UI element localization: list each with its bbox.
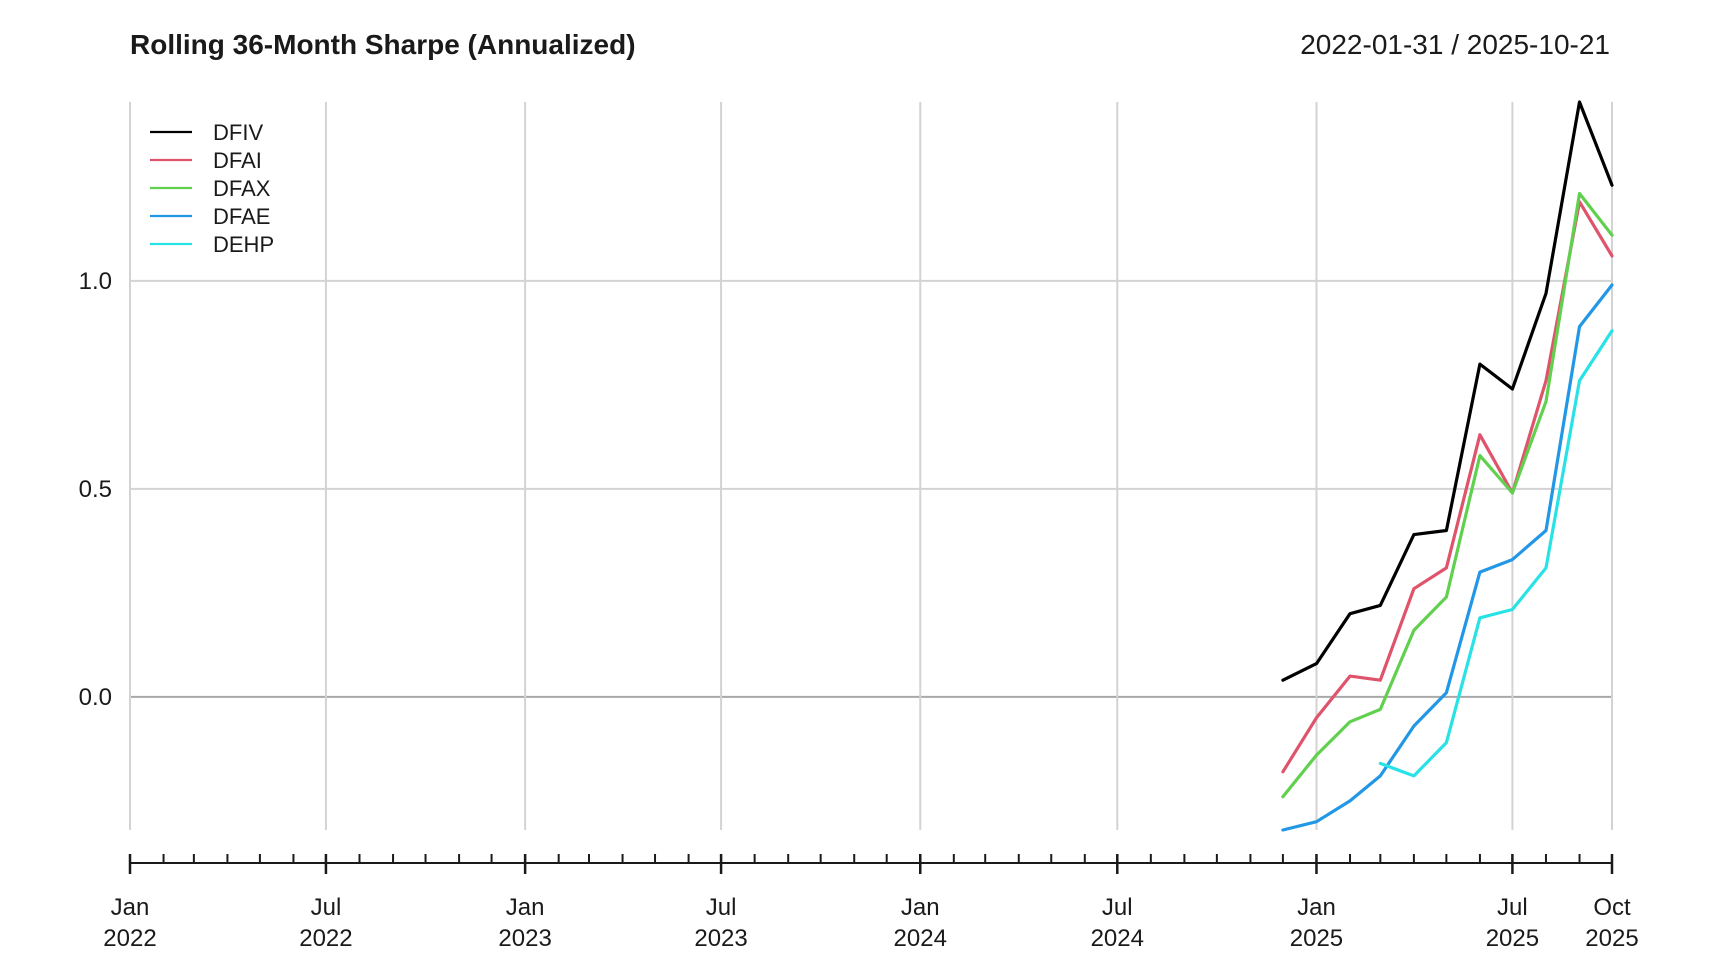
x-tick-year-label: 2023 bbox=[694, 925, 747, 952]
x-tick-month-label: Jan bbox=[901, 894, 940, 921]
x-tick-month-label: Jan bbox=[506, 894, 545, 921]
x-tick-month-label: Jan bbox=[111, 894, 150, 921]
date-range-label: 2022-01-31 / 2025-10-21 bbox=[1300, 29, 1610, 60]
series-line-dfax bbox=[1281, 191, 1614, 799]
x-tick-month-label: Jan bbox=[1297, 894, 1336, 921]
y-tick-label: 1.0 bbox=[79, 268, 112, 295]
legend-label: DEHP bbox=[213, 232, 274, 257]
x-tick-year-label: 2025 bbox=[1290, 925, 1343, 952]
x-tick-year-label: 2022 bbox=[103, 925, 156, 952]
x-tick-month-label: Jul bbox=[1497, 894, 1528, 921]
legend-label: DFIV bbox=[213, 120, 263, 145]
series-lines bbox=[1281, 100, 1614, 832]
y-tick-label: 0.5 bbox=[79, 476, 112, 503]
legend-label: DFAI bbox=[213, 148, 262, 173]
x-tick-month-label: Jul bbox=[706, 894, 737, 921]
y-axis-labels: 0.0 0.5 1.0 bbox=[79, 268, 112, 711]
x-tick-month-label: Oct bbox=[1593, 894, 1631, 921]
x-tick-year-label: 2022 bbox=[299, 925, 352, 952]
x-tick-month-label: Jul bbox=[311, 894, 342, 921]
x-tick-year-label: 2025 bbox=[1486, 925, 1539, 952]
x-axis: Jan 2022 Jul 2022 Jan 2023 Jul 2023 Jan 2024 Jul 20… bbox=[103, 854, 1639, 952]
x-tick-month-label: Jul bbox=[1102, 894, 1133, 921]
legend-label: DFAE bbox=[213, 204, 270, 229]
x-tick-year-label: 2024 bbox=[894, 925, 947, 952]
chart-title: Rolling 36-Month Sharpe (Annualized) bbox=[130, 29, 636, 60]
legend: DFIV DFAI DFAX DFAE DEHP bbox=[150, 120, 274, 257]
y-tick-label: 0.0 bbox=[79, 684, 112, 711]
series-line-dfiv bbox=[1281, 100, 1614, 682]
x-tick-year-label: 2025 bbox=[1585, 925, 1638, 952]
series-line-dfai bbox=[1281, 200, 1614, 774]
legend-label: DFAX bbox=[213, 176, 271, 201]
series-line-dehp bbox=[1378, 329, 1614, 778]
x-tick-year-label: 2024 bbox=[1091, 925, 1144, 952]
grid-lines bbox=[129, 102, 1613, 830]
series-line-dfae bbox=[1281, 283, 1614, 832]
x-tick-year-label: 2023 bbox=[498, 925, 551, 952]
